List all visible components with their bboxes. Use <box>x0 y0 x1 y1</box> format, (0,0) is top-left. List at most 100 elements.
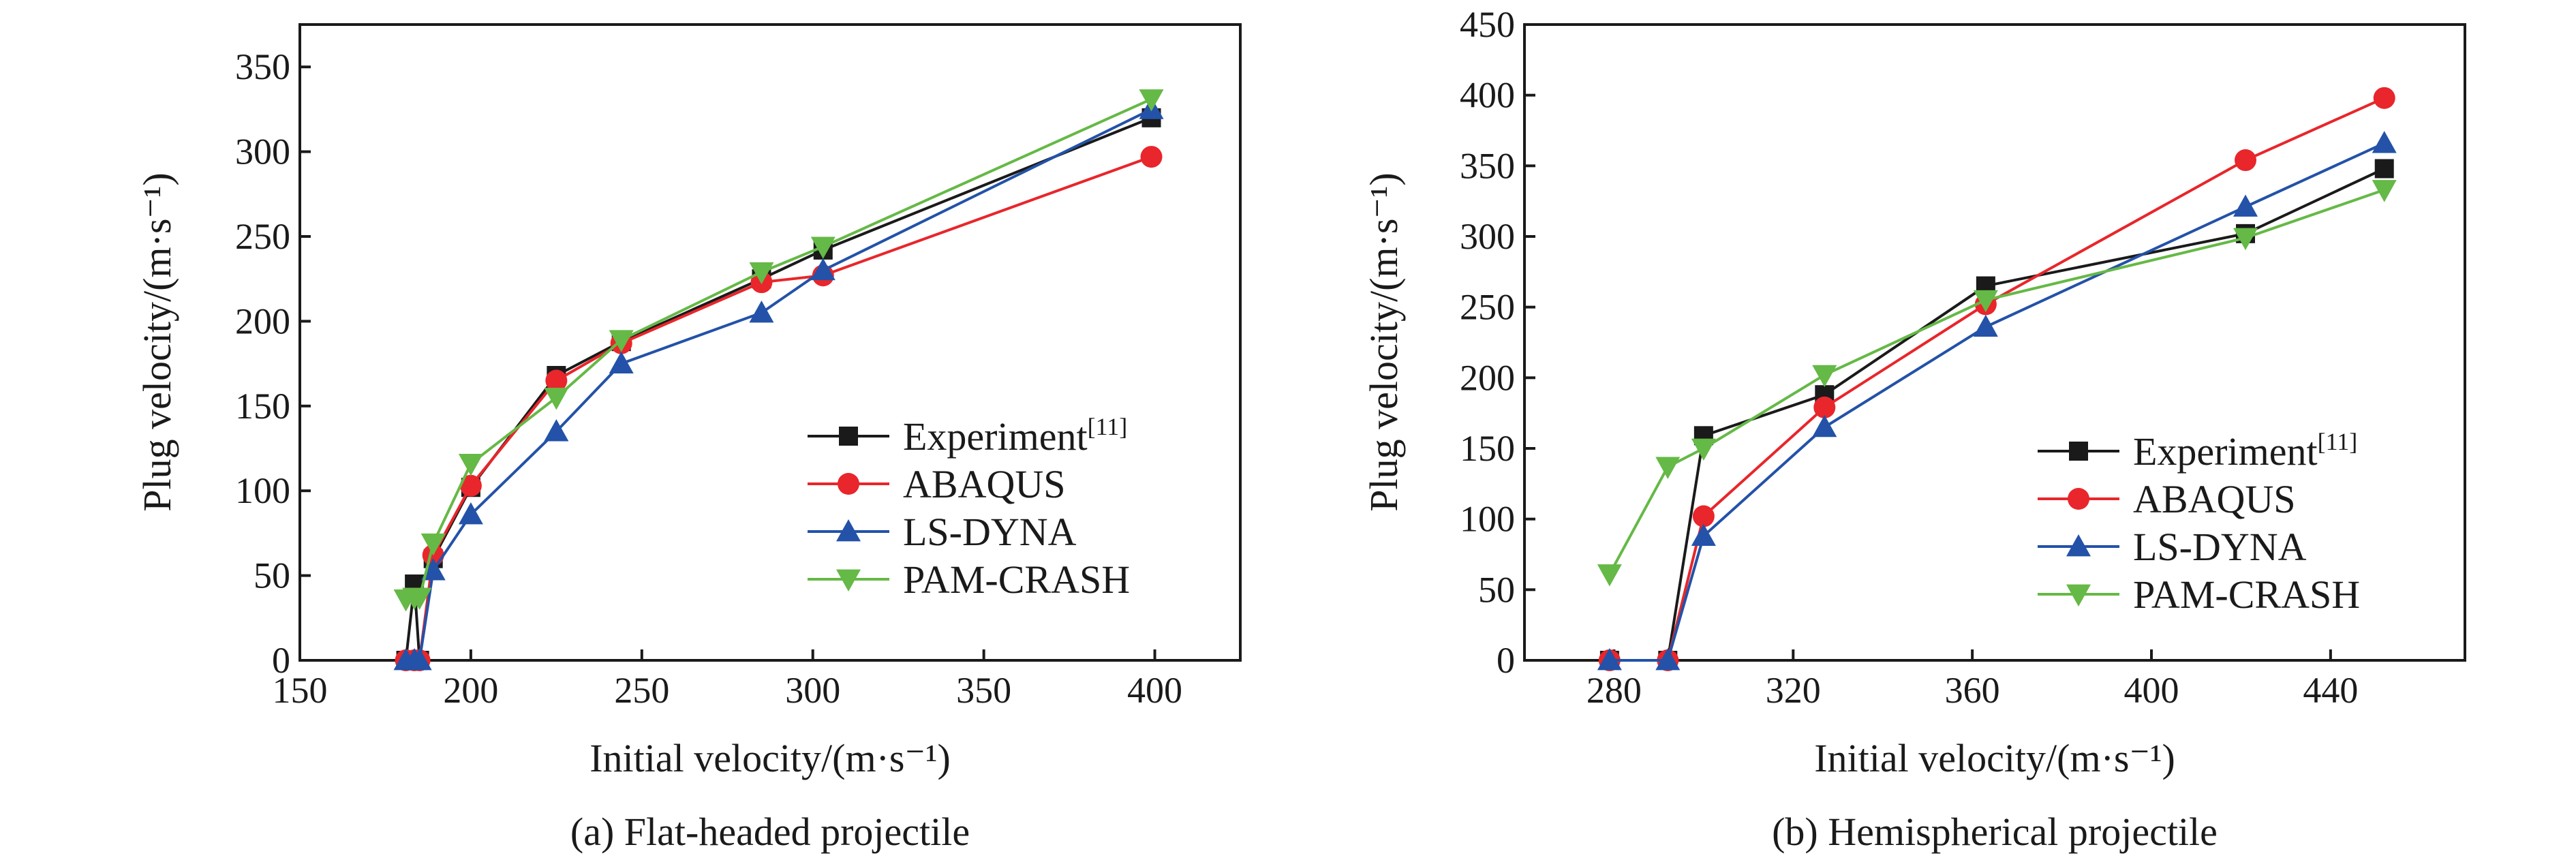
x-tick-label: 200 <box>443 670 498 711</box>
data-point <box>2374 159 2394 179</box>
y-tick-label: 150 <box>1460 428 1515 469</box>
legend-entry-label: LS-DYNA <box>2133 525 2307 569</box>
series-group <box>1597 87 2397 671</box>
legend-superscript: [11] <box>2318 428 2358 455</box>
data-point <box>810 236 835 259</box>
x-tick-label: 440 <box>2303 670 2358 711</box>
y-tick-label: 300 <box>235 132 290 172</box>
legend-entry-label: ABAQUS <box>903 462 1066 506</box>
data-point <box>2372 180 2397 202</box>
axis-ticks: 150 200 250 300 350 400 0 50 100 150 200 250 300 350 <box>235 46 1182 711</box>
data-point <box>2373 87 2395 109</box>
data-point <box>420 533 446 556</box>
legend-swatch-marker <box>836 519 861 542</box>
legend-entry-label: PAM-CRASH <box>903 557 1130 602</box>
y-axis-label: Plug velocity/(m·s⁻¹) <box>1362 172 1406 511</box>
axis-ticks: 280 320 360 400 440 0 50 100 150 200 250 300 350 400 4… <box>1460 4 2358 711</box>
panel-caption: (a) Flat-headed projectile <box>570 810 970 854</box>
x-tick-label: 360 <box>1945 670 2000 711</box>
x-tick-label: 250 <box>614 670 669 711</box>
y-tick-label: 50 <box>1478 569 1515 610</box>
legend-swatch-marker <box>836 569 861 592</box>
data-point <box>1597 648 1622 671</box>
data-point <box>2233 194 2258 217</box>
legend-entry-label: Experiment[11] <box>2133 428 2357 474</box>
x-tick-label: 150 <box>273 670 328 711</box>
y-tick-label: 150 <box>235 386 290 427</box>
data-point <box>1973 290 1998 313</box>
legend-swatch-marker <box>2066 534 2091 557</box>
data-point <box>1691 523 1716 546</box>
x-tick-label: 300 <box>785 670 840 711</box>
plot-frame <box>1523 23 2466 662</box>
y-tick-label: 0 <box>1497 640 1515 681</box>
data-point <box>1973 314 1998 337</box>
y-tick-label: 0 <box>272 640 290 681</box>
data-point <box>1813 396 1836 418</box>
plot-frame <box>298 23 1242 662</box>
data-point <box>749 262 774 285</box>
x-tick-label: 400 <box>1127 670 1182 711</box>
panel-flat-headed: 150 200 250 300 350 400050100150200250300350 … <box>135 23 1242 854</box>
legend-entry-label: PAM-CRASH <box>2133 572 2360 617</box>
data-point <box>609 330 634 352</box>
data-point <box>544 387 569 410</box>
y-tick-label: 400 <box>1460 75 1515 116</box>
data-point <box>749 300 774 323</box>
data-point <box>1139 89 1164 112</box>
data-point <box>420 558 446 581</box>
panel-hemispherical: 280 320 360 400 440 0 50 100 150 200 250 300 350 400 4… <box>1362 4 2466 854</box>
data-point <box>459 474 482 497</box>
y-tick-label: 50 <box>254 555 290 596</box>
x-tick-label: 320 <box>1766 670 1821 711</box>
x-tick-label: 350 <box>956 670 1011 711</box>
data-point <box>1691 438 1716 461</box>
data-point <box>407 587 432 610</box>
data-point <box>810 258 835 281</box>
x-axis-label: Initial velocity/(m·s⁻¹) <box>1814 736 2175 780</box>
y-tick-label: 250 <box>235 216 290 257</box>
legend-swatch-marker <box>838 473 859 495</box>
legend-swatch-marker <box>2069 442 2088 461</box>
data-point <box>544 419 569 442</box>
legend-swatch-marker <box>839 427 858 446</box>
legend-swatch-marker <box>2066 584 2091 606</box>
legend-entry-label: LS-DYNA <box>903 510 1077 554</box>
y-tick-label: 100 <box>1460 499 1515 540</box>
data-point <box>1655 648 1681 671</box>
data-point <box>407 648 432 671</box>
y-axis-label: Plug velocity/(m·s⁻¹) <box>135 172 179 511</box>
data-point <box>609 351 634 373</box>
y-tick-label: 350 <box>235 46 290 87</box>
y-tick-label: 250 <box>1460 287 1515 328</box>
data-point <box>2233 228 2258 251</box>
legend-swatch-marker <box>2068 488 2089 510</box>
data-point <box>1812 414 1837 437</box>
data-point <box>1655 457 1681 479</box>
y-tick-label: 300 <box>1460 216 1515 257</box>
data-point <box>1812 365 1837 388</box>
data-point <box>1692 505 1715 527</box>
legend-entry-label: ABAQUS <box>2133 477 2296 521</box>
x-axis-label: Initial velocity/(m·s⁻¹) <box>589 736 951 780</box>
y-tick-label: 200 <box>235 301 290 341</box>
data-point <box>1597 564 1622 587</box>
y-tick-label: 350 <box>1460 145 1515 186</box>
y-tick-label: 450 <box>1460 4 1515 45</box>
data-point <box>1140 146 1163 168</box>
panel-caption: (b) Hemispherical projectile <box>1772 810 2218 854</box>
y-tick-label: 200 <box>1460 357 1515 398</box>
data-point <box>2372 131 2397 153</box>
series-group <box>393 89 1164 671</box>
data-point <box>458 502 483 525</box>
x-tick-label: 400 <box>2124 670 2179 711</box>
x-tick-label: 280 <box>1586 670 1642 711</box>
data-point <box>545 369 568 392</box>
y-tick-label: 100 <box>235 470 290 511</box>
data-point <box>458 453 483 476</box>
legend-entry-label: Experiment[11] <box>903 413 1127 459</box>
legend-superscript: [11] <box>1088 413 1128 440</box>
